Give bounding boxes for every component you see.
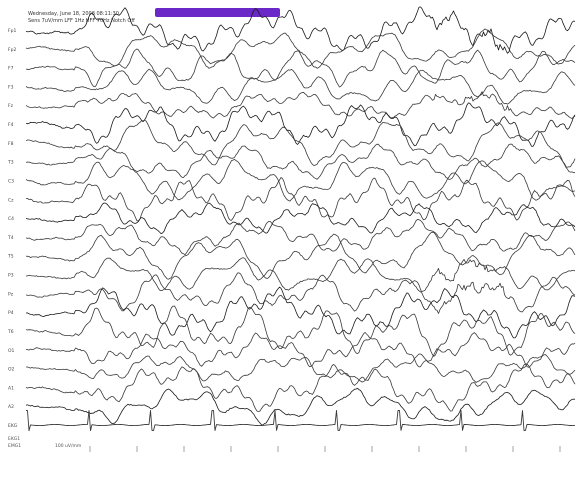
eeg-trace bbox=[25, 409, 575, 432]
footer-emg-label: EMG1 bbox=[8, 443, 21, 449]
eeg-traces bbox=[25, 6, 576, 452]
channel-label: T6 bbox=[7, 329, 14, 335]
eeg-trace bbox=[25, 68, 576, 105]
selection-highlight-bar[interactable] bbox=[155, 8, 280, 17]
eeg-trace bbox=[26, 353, 576, 383]
channel-label: F8 bbox=[8, 141, 14, 147]
channel-label: EKG bbox=[8, 423, 18, 429]
eeg-trace bbox=[25, 202, 576, 234]
eeg-trace bbox=[25, 305, 576, 357]
recording-header: Wednesday, June 18, 2008 08:11:30 Sens 7… bbox=[28, 8, 280, 24]
channel-label: A2 bbox=[8, 404, 14, 410]
header-settings: Sens 7uV/mm LFF 1Hz HFF 70Hz Notch Off bbox=[28, 18, 135, 24]
channel-label: Cz bbox=[8, 197, 14, 203]
eeg-trace bbox=[25, 257, 576, 293]
channel-label: T3 bbox=[7, 160, 14, 166]
eeg-trace bbox=[25, 48, 576, 88]
recording-footer: EKG1 EMG1 100 uV/mm bbox=[8, 436, 81, 449]
footer-ekg-label: EKG1 bbox=[8, 436, 20, 442]
eeg-trace bbox=[25, 286, 576, 339]
channel-label: Fp1 bbox=[8, 28, 16, 34]
eeg-trace bbox=[25, 159, 576, 202]
eeg-trace bbox=[25, 119, 576, 168]
eeg-trace bbox=[25, 6, 576, 54]
header-datetime: Wednesday, June 18, 2008 08:11:30 bbox=[28, 11, 119, 17]
channel-label: F3 bbox=[8, 84, 14, 90]
channel-label: T5 bbox=[7, 254, 14, 260]
eeg-trace bbox=[25, 143, 576, 180]
channel-label: T4 bbox=[7, 235, 14, 241]
channel-label: Pz bbox=[8, 291, 14, 297]
channel-label: C4 bbox=[8, 216, 14, 222]
channel-label: Fz bbox=[8, 103, 14, 109]
eeg-trace bbox=[25, 177, 576, 222]
channel-label: C3 bbox=[8, 178, 14, 184]
channel-label: Fp2 bbox=[8, 47, 16, 53]
eeg-trace bbox=[25, 219, 576, 256]
eeg-trace bbox=[25, 332, 576, 368]
channel-label: F4 bbox=[8, 122, 14, 128]
channel-label: P4 bbox=[8, 310, 14, 316]
channel-label: F7 bbox=[8, 66, 14, 72]
channel-label: P3 bbox=[8, 273, 14, 279]
channel-label: O1 bbox=[8, 348, 15, 354]
eeg-trace bbox=[25, 272, 576, 314]
eeg-trace bbox=[25, 387, 575, 426]
eeg-trace bbox=[25, 363, 576, 413]
channel-label: O2 bbox=[8, 367, 15, 373]
channel-label: A1 bbox=[8, 385, 14, 391]
channel-labels: Fp1 Fp2 F7 F3 Fz F4 F8 T3 C3 Cz C4 T4 T5 P3 Pz P4 T6 O1 O2… bbox=[7, 28, 18, 429]
eeg-trace bbox=[25, 91, 576, 119]
footer-scale-label: 100 uV/mm bbox=[55, 443, 81, 449]
eeg-trace bbox=[25, 102, 576, 147]
